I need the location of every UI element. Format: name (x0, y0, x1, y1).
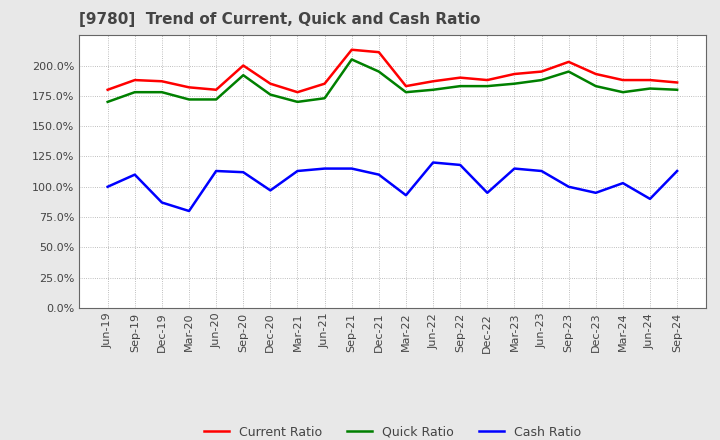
Quick Ratio (537, 77, 546, 83)
Current Ratio (646, 77, 654, 83)
Current Ratio (293, 90, 302, 95)
Current Ratio (320, 81, 329, 86)
Current Ratio (510, 71, 518, 77)
Cash Ratio (348, 166, 356, 171)
Cash Ratio (618, 180, 627, 186)
Quick Ratio (428, 87, 437, 92)
Quick Ratio (266, 92, 275, 97)
Quick Ratio (483, 84, 492, 89)
Cash Ratio (320, 166, 329, 171)
Cash Ratio (428, 160, 437, 165)
Current Ratio (185, 84, 194, 90)
Current Ratio (672, 80, 681, 85)
Line: Cash Ratio: Cash Ratio (108, 162, 677, 211)
Quick Ratio (293, 99, 302, 105)
Cash Ratio (185, 209, 194, 214)
Current Ratio (618, 77, 627, 83)
Quick Ratio (510, 81, 518, 86)
Cash Ratio (483, 190, 492, 195)
Quick Ratio (456, 84, 464, 89)
Quick Ratio (348, 57, 356, 62)
Current Ratio (239, 63, 248, 68)
Current Ratio (212, 87, 220, 92)
Cash Ratio (212, 169, 220, 174)
Quick Ratio (239, 73, 248, 78)
Cash Ratio (591, 190, 600, 195)
Current Ratio (158, 79, 166, 84)
Current Ratio (456, 75, 464, 80)
Cash Ratio (266, 188, 275, 193)
Cash Ratio (564, 184, 573, 189)
Quick Ratio (591, 84, 600, 89)
Current Ratio (483, 77, 492, 83)
Quick Ratio (672, 87, 681, 92)
Legend: Current Ratio, Quick Ratio, Cash Ratio: Current Ratio, Quick Ratio, Cash Ratio (199, 421, 586, 440)
Quick Ratio (104, 99, 112, 105)
Quick Ratio (646, 86, 654, 91)
Quick Ratio (618, 90, 627, 95)
Line: Quick Ratio: Quick Ratio (108, 59, 677, 102)
Current Ratio (348, 47, 356, 52)
Current Ratio (564, 59, 573, 65)
Cash Ratio (456, 162, 464, 168)
Current Ratio (374, 50, 383, 55)
Text: [9780]  Trend of Current, Quick and Cash Ratio: [9780] Trend of Current, Quick and Cash … (79, 12, 480, 27)
Cash Ratio (646, 196, 654, 202)
Cash Ratio (672, 169, 681, 174)
Cash Ratio (239, 169, 248, 175)
Cash Ratio (510, 166, 518, 171)
Cash Ratio (402, 193, 410, 198)
Quick Ratio (130, 90, 139, 95)
Cash Ratio (158, 200, 166, 205)
Current Ratio (266, 81, 275, 86)
Quick Ratio (185, 97, 194, 102)
Current Ratio (104, 87, 112, 92)
Cash Ratio (537, 169, 546, 174)
Current Ratio (537, 69, 546, 74)
Current Ratio (130, 77, 139, 83)
Quick Ratio (320, 95, 329, 101)
Cash Ratio (293, 169, 302, 174)
Quick Ratio (374, 69, 383, 74)
Quick Ratio (212, 97, 220, 102)
Cash Ratio (130, 172, 139, 177)
Quick Ratio (402, 90, 410, 95)
Cash Ratio (104, 184, 112, 189)
Line: Current Ratio: Current Ratio (108, 50, 677, 92)
Quick Ratio (564, 69, 573, 74)
Cash Ratio (374, 172, 383, 177)
Current Ratio (402, 84, 410, 89)
Current Ratio (428, 79, 437, 84)
Current Ratio (591, 71, 600, 77)
Quick Ratio (158, 90, 166, 95)
